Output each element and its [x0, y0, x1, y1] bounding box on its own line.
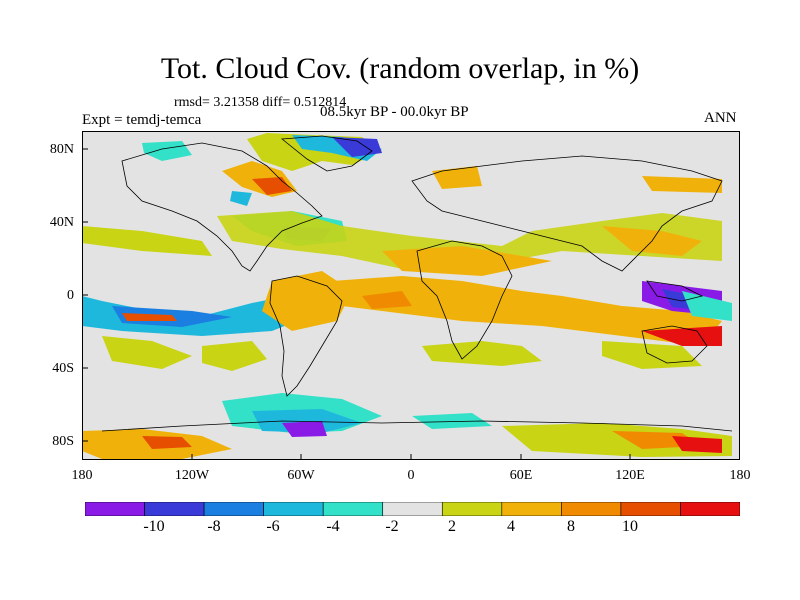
colorbar-box	[85, 502, 145, 516]
lon-tick-60w: 60W	[287, 468, 315, 483]
lat-tick-80n: 80N	[49, 142, 74, 157]
cloud-cover-difference-map	[82, 131, 740, 460]
plot-title: Tot. Cloud Cov. (random overlap, in %)	[160, 52, 640, 85]
colorbar-box	[322, 502, 384, 516]
colorbar-box	[203, 502, 264, 516]
colorbar-label-2: 2	[448, 518, 456, 535]
lon-tick-120e: 120E	[615, 468, 645, 483]
colorbar-box	[501, 502, 562, 516]
season-label: ANN	[704, 110, 737, 126]
experiment-label: Expt = temdj-temca	[82, 112, 202, 128]
colorbar-box	[680, 502, 740, 516]
colorbar	[85, 502, 740, 516]
lon-tick-0: 0	[407, 468, 415, 483]
period-label: 08.5kyr BP - 00.0kyr BP	[320, 104, 469, 120]
colorbar-label-m2: -2	[385, 518, 399, 535]
lat-tick-40s: 40S	[52, 361, 74, 376]
colorbar-label-8: 8	[567, 518, 575, 535]
colorbar-label-m4: -4	[326, 518, 340, 535]
lat-tick-80s: 80S	[52, 434, 74, 449]
colorbar-box	[620, 502, 681, 516]
colorbar-box	[144, 502, 205, 516]
lat-tick-40n: 40N	[49, 215, 74, 230]
colorbar-box	[561, 502, 622, 516]
lon-tick-180e: 180	[729, 468, 751, 483]
lon-tick-60e: 60E	[509, 468, 533, 483]
map-tick-marks	[82, 148, 631, 460]
stats-line: rmsd= 3.21358 diff= 0.512814	[174, 95, 347, 110]
colorbar-label-m10: -10	[143, 518, 165, 535]
colorbar-label-m6: -6	[266, 518, 280, 535]
lon-tick-180w: 180	[71, 468, 93, 483]
colorbar-box	[263, 502, 324, 516]
contour-fill-layer	[82, 133, 732, 459]
colorbar-label-4: 4	[507, 518, 515, 535]
lon-tick-120w: 120W	[174, 468, 210, 483]
lat-tick-0: 0	[67, 288, 74, 303]
colorbar-box	[382, 502, 443, 516]
colorbar-box	[441, 502, 503, 516]
colorbar-label-10: 10	[622, 518, 638, 535]
colorbar-label-m8: -8	[207, 518, 221, 535]
coastlines	[101, 135, 733, 432]
